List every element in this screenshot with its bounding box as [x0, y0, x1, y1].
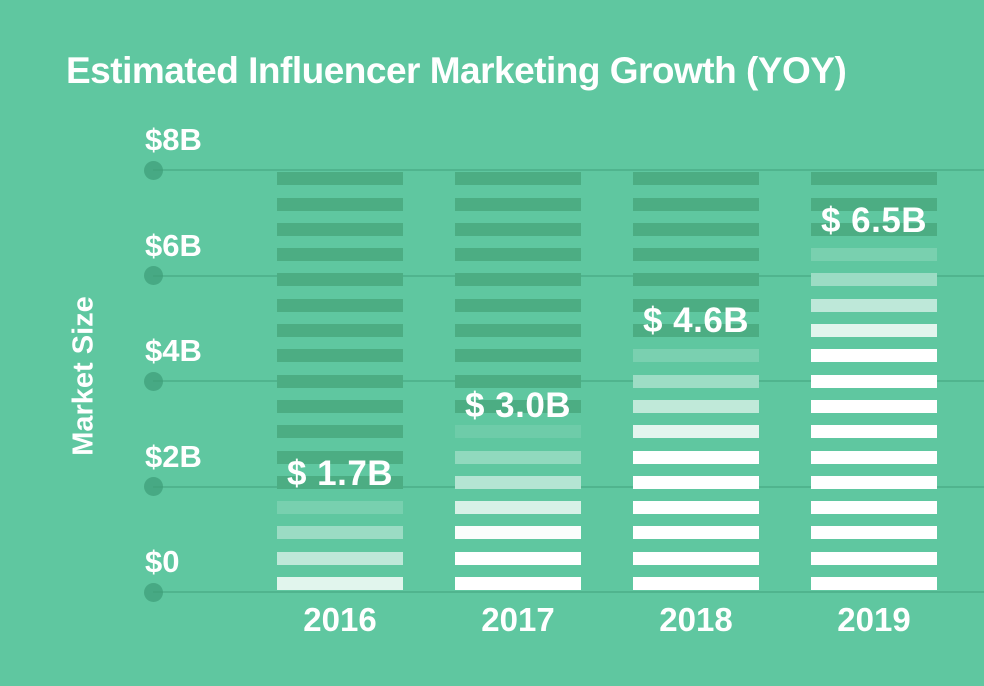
bar-stripe [633, 349, 759, 363]
bar-stripe [455, 450, 581, 464]
bar-stripe [633, 425, 759, 439]
bar-stripe [633, 526, 759, 540]
bar-stripe [455, 298, 581, 312]
bar-stripe [455, 197, 581, 211]
bar-2019 [811, 170, 937, 592]
bar-stripe [633, 399, 759, 413]
bar-value-label: $ 3.0B [464, 385, 572, 425]
bar-stripe [633, 298, 759, 312]
bar-2018 [633, 170, 759, 592]
bar-stripe [633, 450, 759, 464]
bar-stripe [811, 526, 937, 540]
bar-stripe [277, 298, 403, 312]
bar-stripe [455, 526, 581, 540]
bar-stripe [811, 577, 937, 590]
bar-value-label: $ 4.6B [642, 301, 750, 341]
bar-stripe [811, 399, 937, 413]
bar-stripe [633, 324, 759, 337]
bar-stripe [455, 475, 581, 489]
bar-stripe [277, 501, 403, 515]
bar-stripe [811, 475, 937, 489]
bar-value-label: $ 1.7B [286, 454, 394, 494]
bar-stripe [633, 374, 759, 388]
bar-stripe [633, 273, 759, 287]
axis-tick-dot [143, 477, 163, 496]
bar-stripe [455, 349, 581, 363]
bar-2017 [455, 170, 581, 592]
bar-stripe [455, 425, 581, 439]
bar-stripe [455, 248, 581, 262]
bar-stripe [277, 248, 403, 262]
axis-tick-dot [143, 371, 163, 391]
y-tick-label: $6B [145, 227, 202, 263]
x-tick-label-2019: 2019 [837, 601, 911, 638]
bar-stripe [277, 222, 403, 236]
bar-stripe [455, 577, 581, 590]
bar-stripe [811, 248, 937, 262]
bar-stripe [277, 273, 403, 287]
bar-stripe [277, 450, 403, 464]
bar-stripe [811, 349, 937, 363]
bar-stripe [811, 298, 937, 312]
bar-stripe [633, 501, 759, 515]
bar-stripe [277, 577, 403, 590]
bar-stripe [455, 172, 581, 186]
bar-2016 [277, 170, 403, 592]
bar-stripe [811, 222, 937, 236]
bar-stripe [455, 399, 581, 413]
axis-tick-dot [143, 266, 163, 285]
x-tick-label-2017: 2017 [481, 601, 555, 638]
bar-stripe [633, 248, 759, 262]
bar-stripe [811, 450, 937, 464]
bar-stripe [811, 172, 937, 186]
y-axis-title: Market Size [67, 296, 100, 456]
bar-stripe [277, 399, 403, 413]
y-tick-label: $0 [145, 544, 180, 579]
bar-stripe [811, 501, 937, 515]
y-tick-label: $2B [145, 438, 202, 474]
bar-stripe [455, 551, 581, 565]
axis-tick-dot [143, 160, 163, 180]
bar-stripe [277, 172, 403, 186]
bar-stripe [811, 324, 937, 337]
bar-stripe [811, 425, 937, 439]
bar-stripe [455, 273, 581, 287]
bar-stripe [455, 222, 581, 236]
bar-stripe [277, 374, 403, 388]
bar-stripe [277, 197, 403, 211]
bar-stripe [811, 273, 937, 287]
bar-stripe [277, 551, 403, 565]
bar-stripe [633, 577, 759, 590]
bar-value-label: $ 6.5B [820, 201, 928, 241]
bar-stripe [277, 475, 403, 489]
bar-stripe [633, 222, 759, 236]
y-tick-label: $8B [145, 122, 202, 157]
bar-stripe [277, 425, 403, 439]
x-tick-label-2018: 2018 [659, 601, 733, 638]
y-tick-label: $4B [145, 333, 202, 368]
gridline [153, 591, 984, 593]
bar-stripe [455, 501, 581, 515]
bar-stripe [277, 526, 403, 540]
bar-stripe [633, 197, 759, 211]
axis-tick-dot [143, 582, 163, 602]
bar-stripe [455, 374, 581, 388]
bar-stripe [811, 197, 937, 211]
bar-stripe [277, 324, 403, 337]
bar-stripe [811, 374, 937, 388]
bar-stripe [633, 475, 759, 489]
gridline [153, 169, 984, 171]
x-tick-label-2016: 2016 [303, 601, 377, 638]
bar-stripe [455, 324, 581, 337]
bar-stripe [811, 551, 937, 565]
chart-title: Estimated Influencer Marketing Growth (Y… [66, 50, 847, 91]
bar-stripe [633, 551, 759, 565]
bar-stripe [277, 349, 403, 363]
bar-stripe [633, 172, 759, 186]
